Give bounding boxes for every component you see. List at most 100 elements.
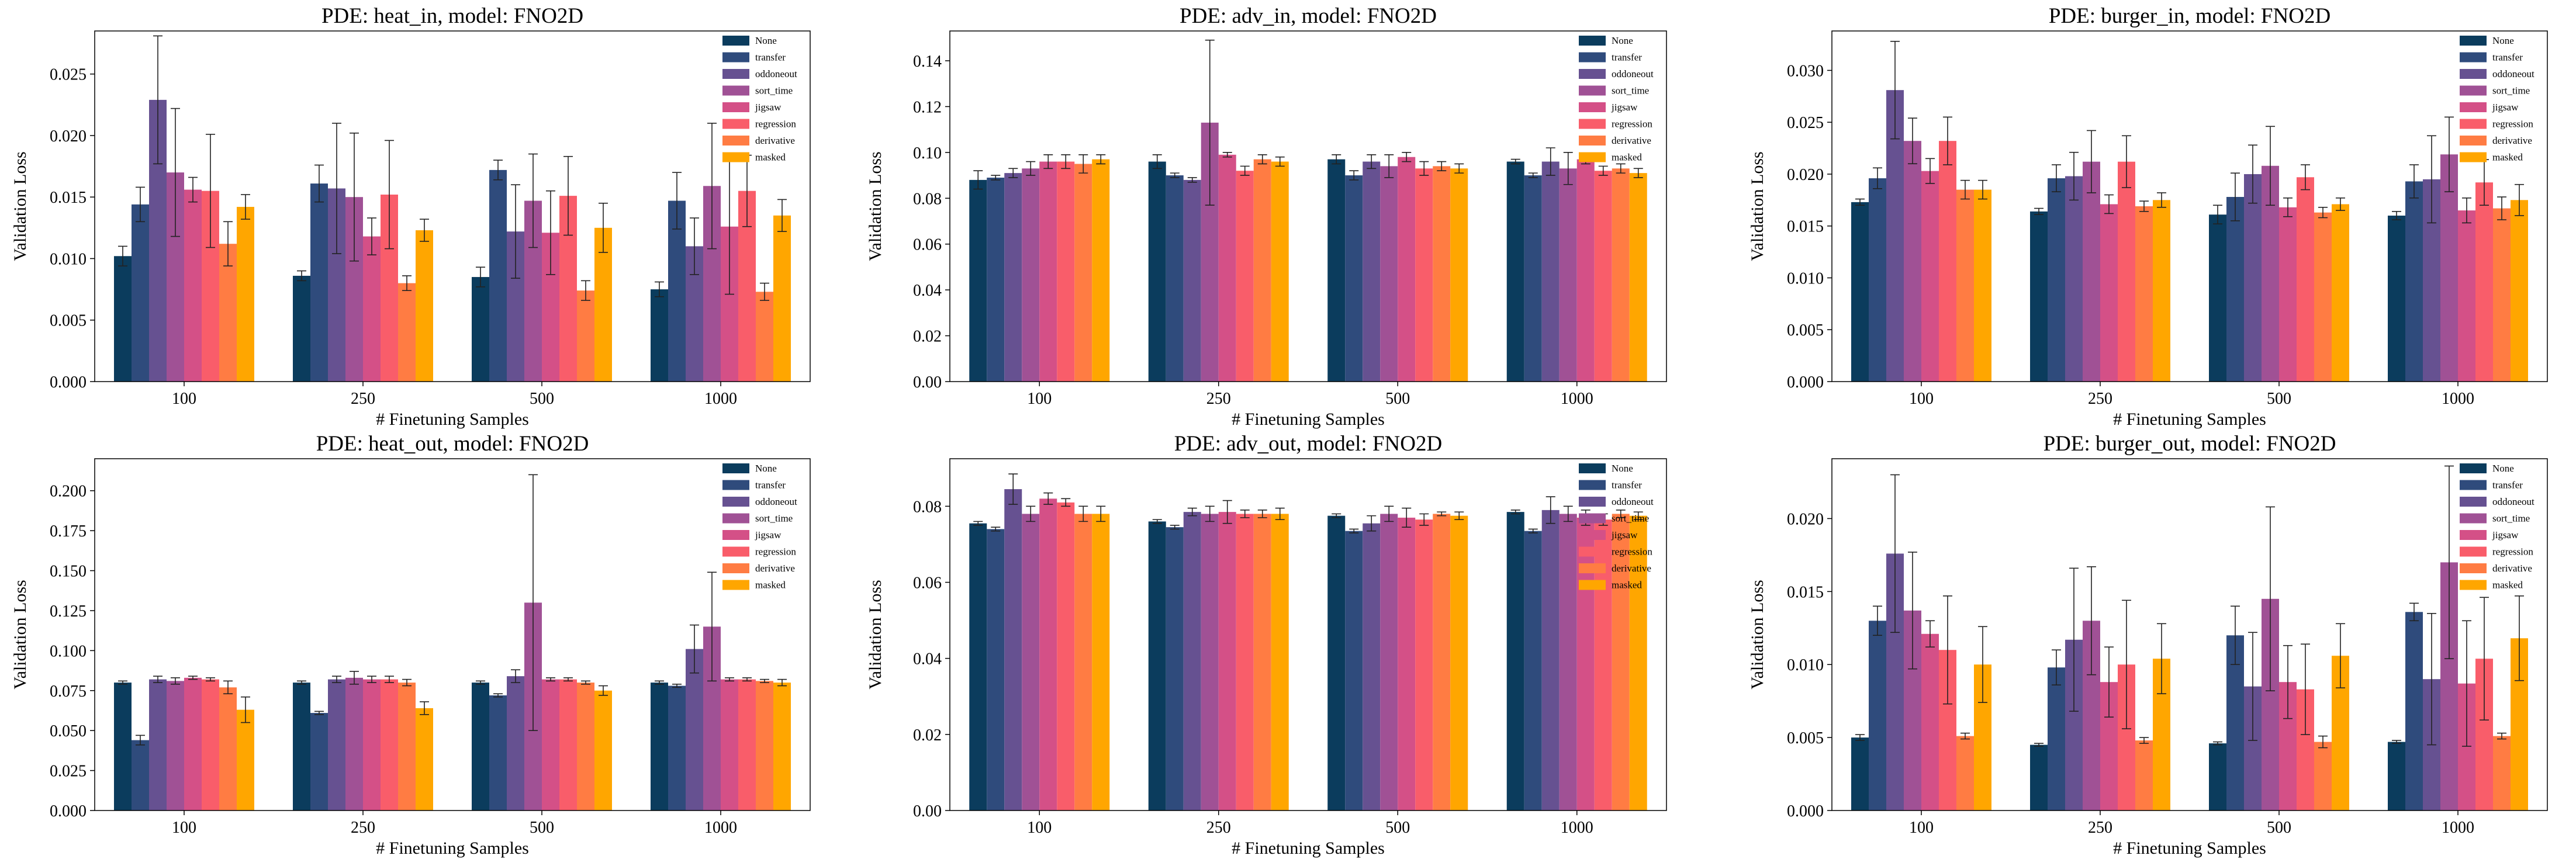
- x-axis-label: # Finetuning Samples: [2113, 410, 2266, 429]
- legend-swatch-regression: [2460, 546, 2487, 557]
- bar-derivative-500: [577, 683, 594, 810]
- legend-swatch-derivative: [2460, 563, 2487, 573]
- bar-derivative-1000: [756, 681, 773, 810]
- bar-transfer-1000: [2405, 612, 2423, 810]
- y-tick-label: 0.100: [50, 642, 87, 660]
- legend-label: jigsaw: [755, 529, 782, 541]
- legend-label: sort_time: [1612, 85, 1649, 96]
- bar-sort_time-100: [1022, 168, 1040, 382]
- bar-None-100: [1851, 202, 1869, 382]
- legend-swatch-oddoneout: [1579, 497, 1606, 507]
- bar-masked-500: [2332, 204, 2349, 382]
- legend-swatch-regression: [722, 119, 749, 129]
- bar-jigsaw-250: [363, 679, 381, 810]
- legend-swatch-regression: [1579, 119, 1606, 129]
- x-tick-label: 1000: [1561, 819, 1593, 837]
- bar-None-500: [472, 683, 489, 810]
- bar-jigsaw-100: [184, 189, 202, 382]
- bar-derivative-1000: [2493, 736, 2511, 810]
- legend-swatch-sort_time: [722, 513, 749, 524]
- bar-derivative-500: [2314, 742, 2332, 810]
- bar-regression-500: [559, 679, 577, 810]
- x-tick-label: 100: [1909, 819, 1934, 837]
- legend-label: None: [2492, 35, 2514, 46]
- y-tick-label: 0.04: [913, 650, 942, 669]
- bar-masked-100: [237, 207, 254, 382]
- bar-jigsaw-1000: [1576, 159, 1595, 382]
- legend-swatch-derivative: [1579, 136, 1606, 146]
- legend-swatch-sort_time: [2460, 513, 2487, 524]
- bar-sort_time-250: [2083, 161, 2100, 382]
- y-tick-label: 0.005: [1787, 321, 1824, 340]
- legend-label: masked: [755, 152, 786, 163]
- y-tick-label: 0.000: [50, 373, 87, 392]
- bar-oddoneout-1000: [686, 649, 703, 810]
- chart-6: PDE: burger_out, model: FNO2D 0.000 0.005 0…: [1748, 432, 2548, 858]
- y-axis-label: Validation Loss: [11, 151, 30, 261]
- legend-swatch-None: [722, 463, 749, 473]
- bar-oddoneout-100: [149, 679, 167, 810]
- legend-label: derivative: [1612, 135, 1651, 146]
- legend-label: oddoneout: [2492, 496, 2534, 507]
- bar-masked-1000: [773, 215, 791, 382]
- y-tick-label: 0.015: [1787, 218, 1824, 236]
- x-tick-label: 500: [2267, 390, 2291, 408]
- bar-transfer-100: [987, 177, 1005, 382]
- y-axis-label: Validation Loss: [866, 580, 885, 690]
- bar-masked-500: [1450, 515, 1468, 810]
- legend-label: oddoneout: [1612, 68, 1654, 79]
- x-tick-label: 100: [1027, 390, 1052, 408]
- legend-swatch-transfer: [2460, 480, 2487, 490]
- bar-transfer-500: [1345, 531, 1363, 810]
- y-axis-label: Validation Loss: [1748, 151, 1767, 261]
- y-tick-label: 0.000: [1787, 802, 1824, 820]
- x-tick-label: 1000: [704, 819, 737, 837]
- legend-swatch-sort_time: [1579, 513, 1606, 524]
- y-tick-label: 0.175: [50, 522, 87, 541]
- legend-swatch-masked: [2460, 152, 2487, 162]
- legend-label: oddoneout: [755, 68, 797, 79]
- bar-transfer-100: [132, 740, 149, 810]
- bar-transfer-1000: [1524, 175, 1542, 382]
- bar-transfer-250: [310, 183, 328, 382]
- bar-transfer-500: [489, 695, 507, 810]
- bar-transfer-100: [132, 204, 149, 382]
- bar-regression-250: [381, 679, 398, 810]
- y-tick-label: 0.02: [913, 726, 942, 744]
- x-tick-label: 500: [530, 390, 554, 408]
- y-tick-label: 0.025: [50, 66, 87, 84]
- bar-derivative-100: [1956, 736, 1974, 810]
- legend-swatch-derivative: [2460, 136, 2487, 146]
- bar-derivative-250: [398, 683, 416, 810]
- bar-transfer-100: [987, 529, 1005, 810]
- legend-swatch-jigsaw: [1579, 102, 1606, 112]
- bar-masked-100: [1974, 189, 1991, 382]
- bar-derivative-1000: [1612, 514, 1630, 810]
- bar-None-1000: [2388, 215, 2405, 382]
- y-tick-label: 0.02: [913, 328, 942, 346]
- bar-masked-100: [1092, 514, 1110, 810]
- bar-jigsaw-100: [1921, 171, 1939, 382]
- plot-frame: [949, 458, 1667, 811]
- bar-transfer-100: [1869, 621, 1886, 810]
- bar-None-250: [1148, 161, 1166, 382]
- legend-label: jigsaw: [1611, 529, 1638, 541]
- legend-swatch-transfer: [1579, 480, 1606, 490]
- legend-swatch-regression: [1579, 546, 1606, 557]
- y-tick-label: 0.06: [913, 236, 942, 254]
- y-tick-label: 0.010: [1787, 269, 1824, 288]
- bar-oddoneout-500: [2244, 174, 2262, 382]
- legend-swatch-masked: [1579, 152, 1606, 162]
- y-tick-label: 0.125: [50, 602, 87, 621]
- bar-oddoneout-250: [1183, 512, 1201, 810]
- bar-None-250: [293, 683, 310, 810]
- bar-masked-250: [416, 230, 433, 382]
- bar-regression-100: [1057, 161, 1075, 382]
- bar-masked-500: [594, 690, 612, 810]
- bar-derivative-250: [398, 283, 416, 382]
- bar-regression-500: [1415, 519, 1433, 810]
